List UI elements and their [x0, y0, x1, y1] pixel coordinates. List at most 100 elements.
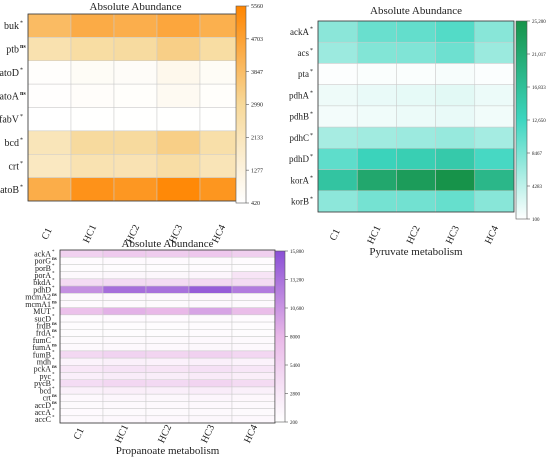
propanoate-cell-fumA-HC1 [102, 343, 147, 352]
propanoate-row-significance: * [52, 336, 55, 341]
propanoate-cell-frdA-HC1 [102, 329, 147, 337]
propanoate-row-label: bcd [39, 386, 51, 395]
butanoate-cell-atoD-HC3 [156, 60, 201, 85]
propanoate-row-significance: * [52, 307, 55, 312]
butanoate-row-significance: * [20, 138, 23, 144]
propanoate-cell-mcmA1-C1 [59, 300, 104, 308]
propanoate-colorbar-tick-label: 8000 [290, 335, 301, 340]
butanoate-cell-atoD-HC2 [113, 60, 158, 85]
butanoate-colorbar-tick-label: 2990 [251, 103, 263, 109]
pyruvate-cell-acs-HC1 [356, 41, 397, 64]
butanoate-cell-atoA-C1 [27, 83, 72, 108]
pyruvate-cell-pdhA-HC1 [356, 84, 397, 107]
propanoate-row-label: sucD [35, 314, 52, 323]
propanoate-cell-porG-HC2 [145, 256, 190, 265]
propanoate-row-label: fumA [32, 343, 51, 352]
pyruvate-colorbar-tick-label: 12,650 [532, 119, 546, 124]
butanoate-row-significance: * [20, 161, 23, 167]
propanoate-colorbar-tick-label: 200 [290, 421, 298, 426]
propanoate-cell-accA-HC2 [145, 408, 190, 417]
propanoate-cell-MUT-HC2 [145, 307, 190, 316]
propanoate-cell-pycB-HC4 [231, 379, 276, 388]
propanoate-cell-frdA-HC3 [188, 329, 233, 337]
pyruvate-cell-ackA-HC3 [435, 20, 476, 43]
propanoate-cell-fumA-C1 [59, 343, 104, 352]
propanoate-cell-porG-C1 [59, 256, 104, 265]
propanoate-row-label: accD [35, 401, 52, 410]
pyruvate-cell-pta-HC4 [474, 63, 515, 85]
pyruvate-colorbar-tick-label: 21,017 [532, 53, 546, 58]
propanoate-cell-bcd-HC1 [102, 386, 147, 395]
propanoate-cell-sucD-HC3 [188, 314, 233, 323]
propanoate-row-label: mcmA1 [25, 300, 51, 309]
pyruvate-row-label: pdhB [289, 112, 309, 122]
propanoate-row-label: pckA [34, 365, 52, 374]
propanoate-cell-accD-HC1 [102, 401, 147, 409]
propanoate-row-label: porB [35, 264, 51, 273]
butanoate-cell-fabV-HC2 [113, 107, 158, 132]
pyruvate-cell-pdhC-HC2 [396, 126, 436, 149]
propanoate-colorbar-tick-label: 13,200 [290, 278, 304, 283]
propanoate-cell-ackA-HC3 [188, 249, 233, 258]
pyruvate-cell-acs-C1 [317, 41, 358, 64]
propanoate-cell-accA-C1 [59, 408, 104, 417]
propanoate-cell-frdB-HC3 [188, 321, 233, 330]
propanoate-cell-crt-HC1 [102, 393, 147, 402]
propanoate-cell-porG-HC1 [102, 256, 147, 265]
propanoate-cell-MUT-HC4 [231, 307, 276, 316]
propanoate-colorbar [274, 250, 286, 423]
pyruvate-title: Absolute Abundance [370, 5, 462, 17]
butanoate-cell-fabV-HC1 [70, 107, 115, 132]
propanoate-colorbar-tick-label: 10,600 [290, 307, 304, 312]
pyruvate-cell-korB-HC4 [474, 190, 515, 213]
butanoate-row-label: atoA [0, 91, 20, 102]
pyruvate-cell-pdhD-HC1 [356, 148, 397, 170]
propanoate-cell-pyc-HC3 [188, 372, 233, 380]
propanoate-row-label: MUT [33, 307, 51, 316]
butanoate-cell-fabV-HC3 [156, 107, 201, 132]
propanoate-cell-pckA-HC3 [188, 365, 233, 373]
butanoate-title: Absolute Abundance [90, 1, 182, 13]
propanoate-cell-bcd-HC2 [145, 386, 190, 395]
propanoate-colorbar-tick-label: 15,800 [290, 250, 304, 255]
butanoate-cell-crt-C1 [27, 154, 72, 178]
propanoate-cell-porG-HC4 [231, 256, 276, 265]
pyruvate-cell-korB-HC2 [396, 190, 436, 213]
propanoate-row-significance: * [52, 250, 55, 255]
propanoate-row-significance: * [52, 279, 55, 284]
butanoate-cell-atoA-HC3 [156, 83, 201, 108]
butanoate-colorbar-tick-label: 420 [251, 201, 260, 207]
butanoate-row-label: fabV [0, 115, 20, 126]
propanoate-column-label: C1 [72, 426, 87, 441]
pyruvate-colorbar-tick-label: 4283 [532, 185, 543, 190]
propanoate-cell-pycB-C1 [59, 379, 104, 388]
propanoate-row-label: pdhD [33, 285, 51, 294]
butanoate-row-label: ptb [6, 45, 19, 56]
propanoate-cell-accA-HC4 [231, 408, 276, 417]
propanoate-row-significance: ns [52, 322, 57, 327]
propanoate-row-label: mcmA2 [25, 293, 51, 302]
propanoate-row-significance: * [52, 351, 55, 356]
propanoate-cell-fumC-C1 [59, 336, 104, 344]
propanoate-cell-crt-HC3 [188, 393, 233, 402]
butanoate-colorbar-tick-label: 1277 [251, 168, 263, 174]
propanoate-cell-sucD-HC2 [145, 314, 190, 323]
propanoate-cell-bcd-HC4 [231, 386, 276, 395]
propanoate-row-significance: * [52, 408, 55, 413]
butanoate-cell-bcd-HC3 [156, 130, 201, 155]
pyruvate-row-label: korA [291, 175, 310, 185]
pyruvate-row-label: acs [298, 48, 310, 58]
butanoate-row-label: crt [8, 161, 19, 172]
propanoate-cell-mcmA1-HC2 [145, 300, 190, 308]
pyruvate-cell-pdhB-C1 [317, 105, 358, 128]
butanoate-column-label: C1 [40, 226, 55, 241]
pyruvate-cell-pdhC-C1 [317, 126, 358, 149]
propanoate-cell-pdhD-HC2 [145, 285, 190, 294]
pyruvate-colorbar-tick-label: 16,833 [532, 86, 546, 91]
pyruvate-row-label: pta [298, 69, 309, 79]
propanoate-cell-porG-HC3 [188, 256, 233, 265]
pyruvate-cell-pdhB-HC2 [396, 105, 436, 128]
propanoate-cell-pckA-HC2 [145, 365, 190, 373]
propanoate-row-label: accA [35, 408, 52, 417]
butanoate-row-significance: ns [20, 44, 26, 50]
